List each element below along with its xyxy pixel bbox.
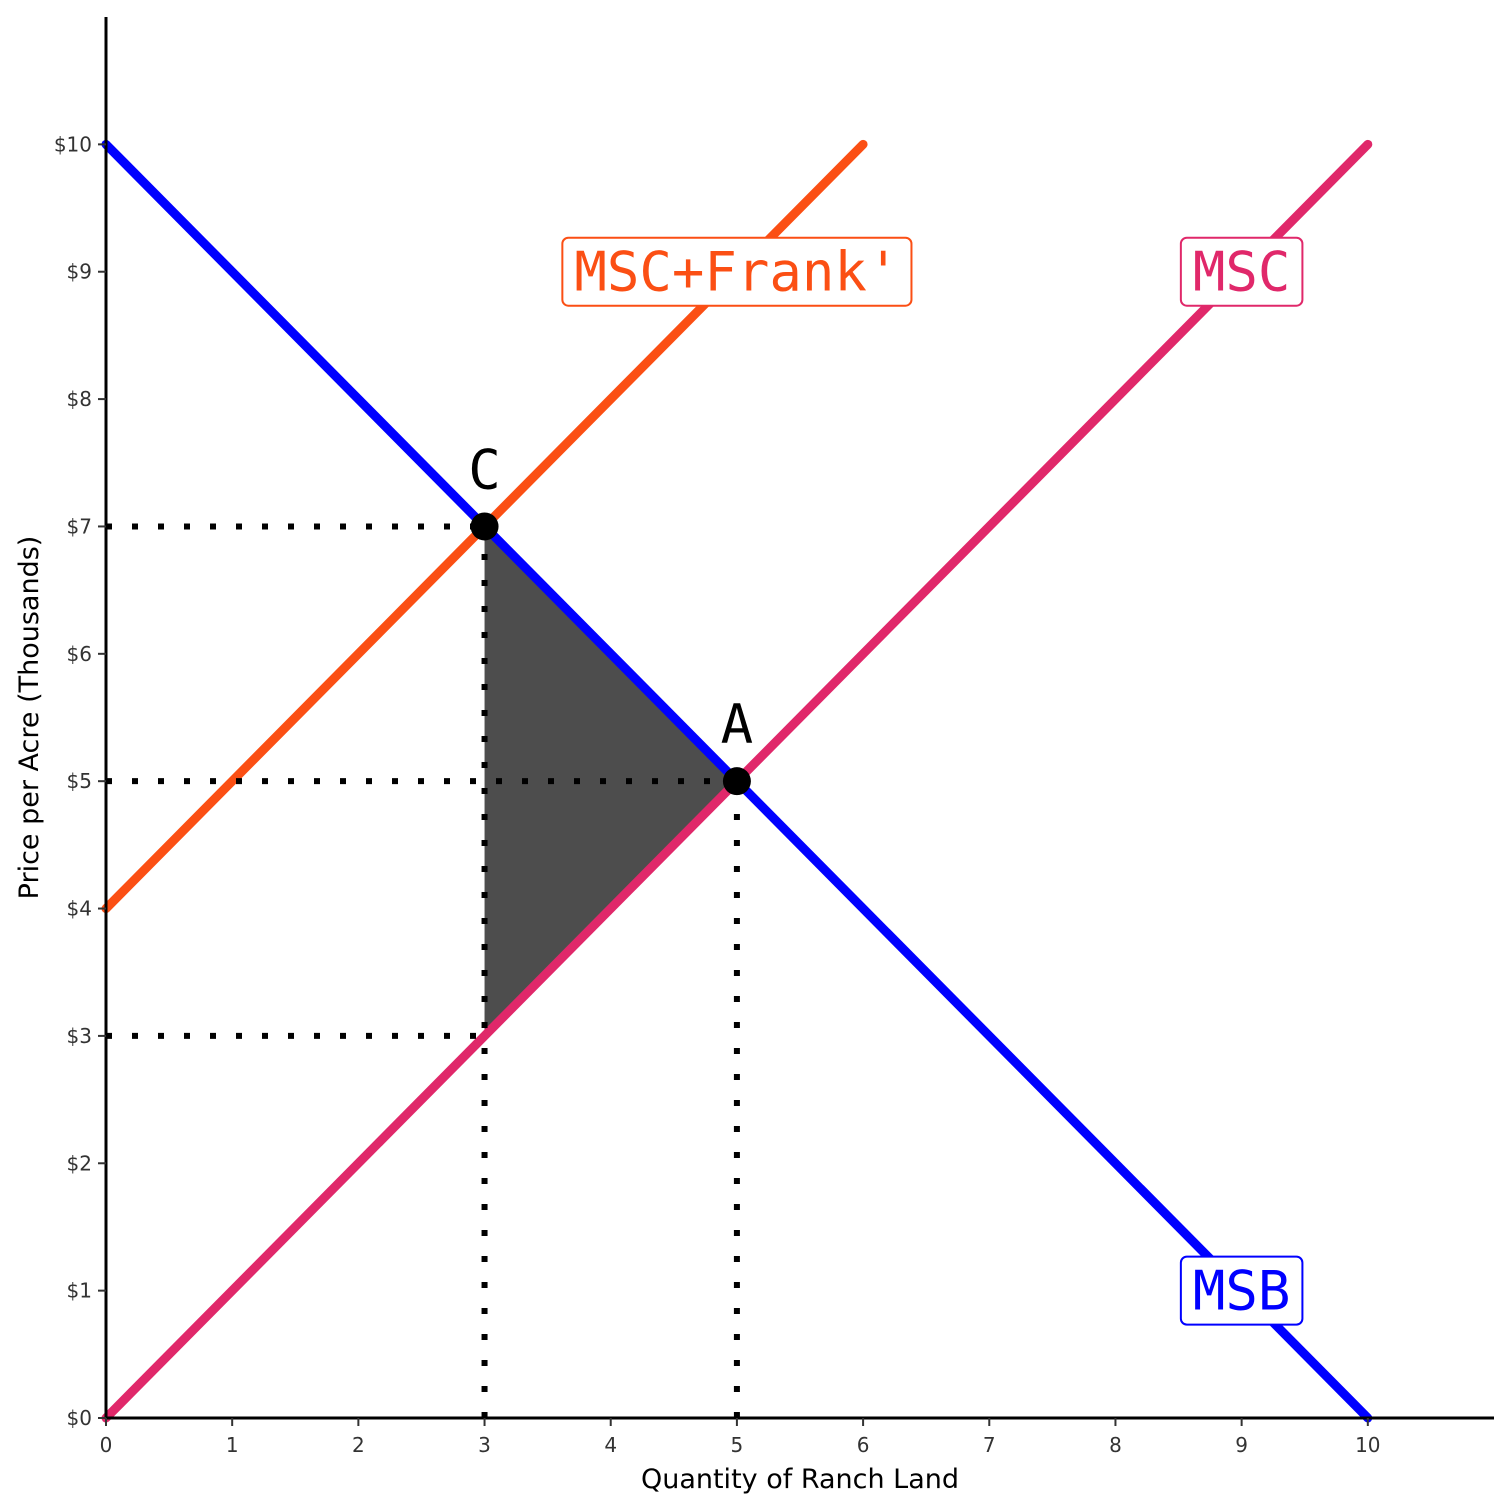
msc-label: MSC xyxy=(1193,241,1291,304)
point-c-marker xyxy=(470,512,499,541)
msc-frank-label: MSC+Frank' xyxy=(574,241,899,304)
msb-label-box xyxy=(1179,1255,1304,1326)
point-a-label: A xyxy=(721,693,754,756)
y-axis-title: Price per Acre (Thousands) xyxy=(14,536,45,900)
msc-label-box xyxy=(1179,236,1304,307)
y-tick-label: $8 xyxy=(67,387,92,411)
y-tick-label: $2 xyxy=(67,1151,92,1175)
x-tick-label: 5 xyxy=(731,1433,744,1457)
msb-label: MSB xyxy=(1193,1260,1291,1323)
y-tick-label: $10 xyxy=(54,132,92,156)
y-tick-label: $6 xyxy=(67,642,92,666)
point-a-marker xyxy=(722,767,751,796)
axes-group: 0 1 2 3 4 5 6 7 8 9 10 $0 $1 $2 $3 $4 $5 $6 $7 $8 $9 $10 xyxy=(54,17,1494,1457)
x-tick-label: 7 xyxy=(983,1433,996,1457)
deadweight-loss-area xyxy=(484,526,737,1036)
y-tick-label: $5 xyxy=(67,769,92,793)
msc-frank-label-box xyxy=(561,236,913,307)
x-tick-label: 0 xyxy=(100,1433,113,1457)
x-axis-title: Quantity of Ranch Land xyxy=(641,1464,959,1495)
x-tick-label: 10 xyxy=(1355,1433,1380,1457)
x-tick-label: 2 xyxy=(352,1433,365,1457)
x-tick-label: 9 xyxy=(1235,1433,1248,1457)
deadweight-loss-area-group xyxy=(484,526,737,1036)
x-tick-label: 8 xyxy=(1109,1433,1122,1457)
y-tick-label: $7 xyxy=(67,514,92,538)
y-tick-label: $4 xyxy=(67,897,92,921)
x-tick-label: 3 xyxy=(478,1433,491,1457)
y-tick-label: $3 xyxy=(67,1024,92,1048)
y-tick-label: $0 xyxy=(67,1406,92,1430)
x-tick-label: 1 xyxy=(226,1433,239,1457)
y-tick-label: $1 xyxy=(67,1279,92,1303)
y-tick-label: $9 xyxy=(67,260,92,284)
curve-labels-group: MSB MSC MSC+Frank' xyxy=(561,236,1304,1326)
point-c-label: C xyxy=(468,438,501,501)
x-tick-label: 6 xyxy=(857,1433,870,1457)
x-tick-label: 4 xyxy=(604,1433,617,1457)
points-group: CA xyxy=(468,438,754,796)
guide-lines-group xyxy=(106,523,740,1418)
